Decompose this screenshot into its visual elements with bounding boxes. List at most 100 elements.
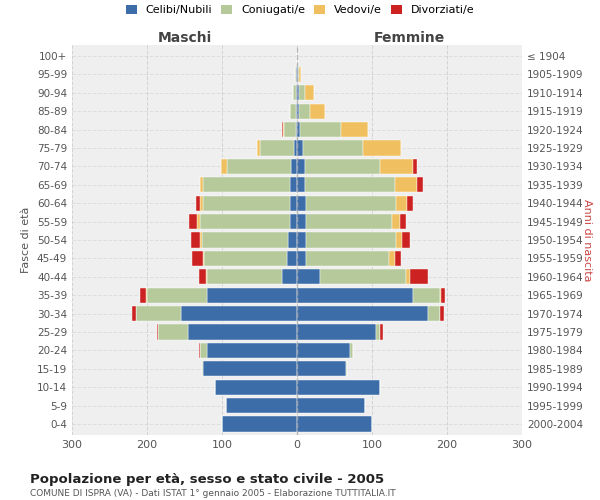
Bar [136,306,181,321]
Bar [297,306,428,321]
Bar [346,361,347,376]
Bar [300,122,341,137]
Bar [440,306,444,321]
Bar [349,343,353,358]
Bar [297,86,299,100]
Bar [413,159,417,174]
Bar [290,178,297,192]
Bar [287,251,297,266]
Bar [297,159,305,174]
Bar [200,232,202,248]
Bar [297,251,306,266]
Bar [202,232,288,248]
Bar [203,196,290,211]
Bar [299,104,310,119]
Bar [297,288,413,302]
Bar [296,67,297,82]
Bar [396,232,402,248]
Bar [207,343,297,358]
Bar [297,48,298,64]
Bar [299,86,305,100]
Bar [297,343,349,358]
Bar [146,288,147,302]
Bar [181,306,297,321]
Bar [305,178,395,192]
Bar [297,398,365,413]
Bar [227,159,291,174]
Bar [439,306,440,321]
Bar [296,86,297,100]
Bar [296,122,297,137]
Text: Popolazione per età, sesso e stato civile - 2005: Popolazione per età, sesso e stato civil… [30,472,384,486]
Bar [306,196,396,211]
Bar [305,86,314,100]
Bar [207,269,282,284]
Legend: Celibi/Nubili, Coniugati/e, Vedovi/e, Divorziati/e: Celibi/Nubili, Coniugati/e, Vedovi/e, Di… [121,0,479,20]
Bar [320,269,406,284]
Bar [400,214,406,229]
Bar [310,104,325,119]
Bar [297,269,320,284]
Bar [282,269,297,284]
Bar [199,196,203,211]
Bar [206,269,207,284]
Bar [192,251,203,266]
Bar [306,232,396,248]
Bar [203,251,204,266]
Bar [157,324,158,340]
Bar [257,140,260,156]
Bar [203,361,297,376]
Bar [199,343,207,358]
Bar [341,122,367,137]
Y-axis label: Anni di nascita: Anni di nascita [582,198,592,281]
Bar [298,67,299,82]
Bar [297,196,306,211]
Bar [303,140,363,156]
Bar [297,104,299,119]
Bar [392,214,400,229]
Bar [297,324,376,340]
Bar [290,104,296,119]
Bar [428,306,439,321]
Bar [376,324,380,340]
Text: Maschi: Maschi [157,31,212,45]
Bar [215,380,297,394]
Bar [363,140,401,156]
Bar [199,214,290,229]
Bar [439,288,441,302]
Bar [409,269,428,284]
Bar [297,67,298,82]
Bar [297,361,346,376]
Bar [204,251,287,266]
Bar [293,86,296,100]
Bar [306,214,392,229]
Bar [297,178,305,192]
Bar [288,232,297,248]
Bar [221,159,227,174]
Bar [296,104,297,119]
Bar [396,196,407,211]
Bar [203,178,290,192]
Bar [283,122,284,137]
Bar [284,122,296,137]
Bar [197,214,199,229]
Bar [406,269,409,284]
Bar [282,122,283,137]
Bar [290,196,297,211]
Bar [147,288,207,302]
Bar [402,232,409,248]
Bar [297,140,303,156]
Bar [222,416,297,432]
Bar [191,232,200,248]
Bar [297,416,372,432]
Y-axis label: Fasce di età: Fasce di età [22,207,31,273]
Bar [291,159,297,174]
Bar [297,122,300,137]
Bar [407,196,413,211]
Bar [199,178,203,192]
Bar [299,67,301,82]
Bar [413,288,439,302]
Bar [140,288,146,302]
Bar [199,269,206,284]
Bar [207,288,297,302]
